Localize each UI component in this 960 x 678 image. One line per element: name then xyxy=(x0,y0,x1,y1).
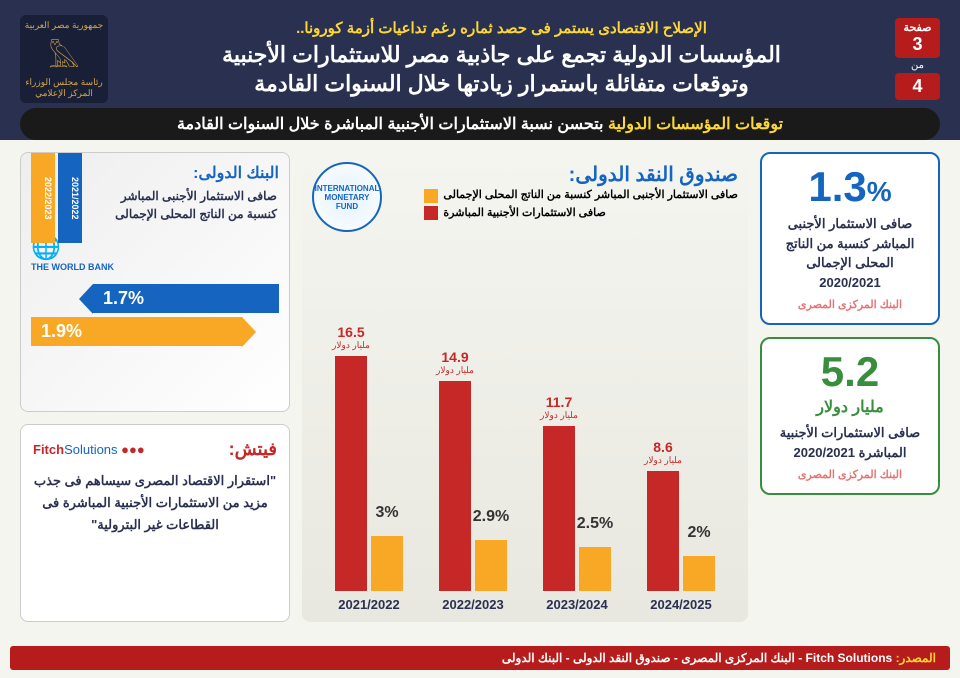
x-label: 2021/2022 xyxy=(338,597,399,612)
bar-orange: 3% xyxy=(371,536,403,591)
world-bank-card: 2021/2022 2022/2023 البنك الدولى: صافى ا… xyxy=(20,152,290,412)
chart-legend: صافى الاستثمار الأجنبى المباشر كنسبة من … xyxy=(424,187,738,222)
footer-label: المصدر: xyxy=(896,651,936,665)
main-content: 1.3% صافى الاستثمار الأجنبى المباشر كنسب… xyxy=(10,152,950,622)
fitch-title: فيتش: xyxy=(229,439,277,460)
header-line-2: المؤسسات الدولية تجمع على جاذبية مصر للا… xyxy=(123,41,880,70)
stat1-desc: صافى الاستثمار الأجنبى المباشر كنسبة من … xyxy=(774,214,926,292)
page-of: من xyxy=(895,58,940,73)
x-label: 2023/2024 xyxy=(546,597,607,612)
bar-red: 16.5مليار دولار xyxy=(335,356,367,591)
wb-desc: صافى الاستثمار الأجنبى المباشر كنسبة من … xyxy=(91,187,277,223)
stat1-value: 1.3% xyxy=(774,166,926,208)
government-logo: جمهورية مصر العربية 𓅓 رئاسة مجلس الوزراء… xyxy=(20,15,108,103)
x-label: 2024/2025 xyxy=(650,597,711,612)
bar-red: 14.9مليار دولار xyxy=(439,381,471,591)
bar-orange: 2% xyxy=(683,556,715,591)
stat1-src: البنك المركزى المصرى xyxy=(774,298,926,311)
header: صفحة3 من 4 الإصلاح الاقتصادى يستمر فى حص… xyxy=(10,10,950,108)
eagle-icon: 𓅓 xyxy=(48,31,79,77)
imf-logo-icon: INTERNATIONAL MONETARY FUND xyxy=(312,162,382,232)
wb-bar-2: 2022/2023 xyxy=(31,153,55,243)
stat-card-fdi-abs: 5.2 مليار دولار صافى الاستثمارات الأجنبي… xyxy=(760,337,940,495)
stat2-unit: مليار دولار xyxy=(774,397,926,417)
infographic-page: صفحة3 من 4 الإصلاح الاقتصادى يستمر فى حص… xyxy=(0,0,960,678)
wb-arrows: 1.7% 1.9% xyxy=(31,284,279,346)
bar-group: 3%16.5مليار دولار xyxy=(335,356,403,591)
bar-group: 2%8.6مليار دولار xyxy=(647,471,715,591)
page-total: 4 xyxy=(895,73,940,100)
fitch-logo: FitchSolutions ●●● xyxy=(33,442,145,457)
bar-group: 2.9%14.9مليار دولار xyxy=(439,381,507,591)
page-current: 3 xyxy=(899,34,936,55)
subtitle-bar: توقعات المؤسسات الدولية بتحسن نسبة الاست… xyxy=(20,108,940,140)
footer-text: Fitch Solutions - البنك المركزى المصرى -… xyxy=(502,651,896,665)
left-column: 2021/2022 2022/2023 البنك الدولى: صافى ا… xyxy=(20,152,290,622)
header-line-1: الإصلاح الاقتصادى يستمر فى حصد ثماره رغم… xyxy=(123,19,880,37)
bar-orange: 2.5% xyxy=(579,547,611,591)
subtitle-highlight: توقعات المؤسسات الدولية xyxy=(608,116,783,133)
fitch-header: فيتش: FitchSolutions ●●● xyxy=(33,439,277,460)
bar-orange: 2.9% xyxy=(475,540,507,591)
imf-title: صندوق النقد الدولى: xyxy=(424,162,738,187)
wb-bar-1: 2021/2022 xyxy=(58,153,82,243)
stat2-desc: صافى الاستثمارات الأجنبية المباشرة 2020/… xyxy=(774,423,926,462)
fitch-card: فيتش: FitchSolutions ●●● "استقرار الاقتص… xyxy=(20,424,290,622)
stat2-value: 5.2 xyxy=(774,351,926,393)
header-titles: الإصلاح الاقتصادى يستمر فى حصد ثماره رغم… xyxy=(123,19,880,98)
page-label: صفحة xyxy=(904,22,932,34)
stat-card-fdi-pct: 1.3% صافى الاستثمار الأجنبى المباشر كنسب… xyxy=(760,152,940,325)
subtitle-rest: بتحسن نسبة الاستثمارات الأجنبية المباشرة… xyxy=(177,116,608,133)
bar-red: 8.6مليار دولار xyxy=(647,471,679,591)
page-number-badge: صفحة3 من 4 xyxy=(895,18,940,100)
fitch-quote: "استقرار الاقتصاد المصرى سيساهم فى جذب م… xyxy=(33,470,277,536)
wb-arrow-1: 1.7% xyxy=(93,284,279,313)
x-label: 2022/2023 xyxy=(442,597,503,612)
bar-chart: 2%8.6مليار دولار2.5%11.7مليار دولار2.9%1… xyxy=(312,240,738,591)
bar-red: 11.7مليار دولار xyxy=(543,426,575,591)
bar-group: 2.5%11.7مليار دولار xyxy=(543,426,611,591)
stat2-src: البنك المركزى المصرى xyxy=(774,468,926,481)
legend-red-icon xyxy=(424,206,438,220)
header-line-3: وتوقعات متفائلة باستمرار زيادتها خلال ال… xyxy=(123,70,880,99)
right-column: 1.3% صافى الاستثمار الأجنبى المباشر كنسب… xyxy=(760,152,940,622)
legend-orange-icon xyxy=(424,189,438,203)
imf-chart-panel: صندوق النقد الدولى: صافى الاستثمار الأجن… xyxy=(302,152,748,622)
imf-header: صندوق النقد الدولى: صافى الاستثمار الأجن… xyxy=(312,162,738,232)
wb-year-bars: 2021/2022 2022/2023 xyxy=(31,153,82,243)
wb-arrow-2: 1.9% xyxy=(31,317,242,346)
source-footer: المصدر: Fitch Solutions - البنك المركزى … xyxy=(10,646,950,670)
x-axis-labels: 2021/2022 2022/2023 2023/2024 2024/2025 xyxy=(312,591,738,612)
